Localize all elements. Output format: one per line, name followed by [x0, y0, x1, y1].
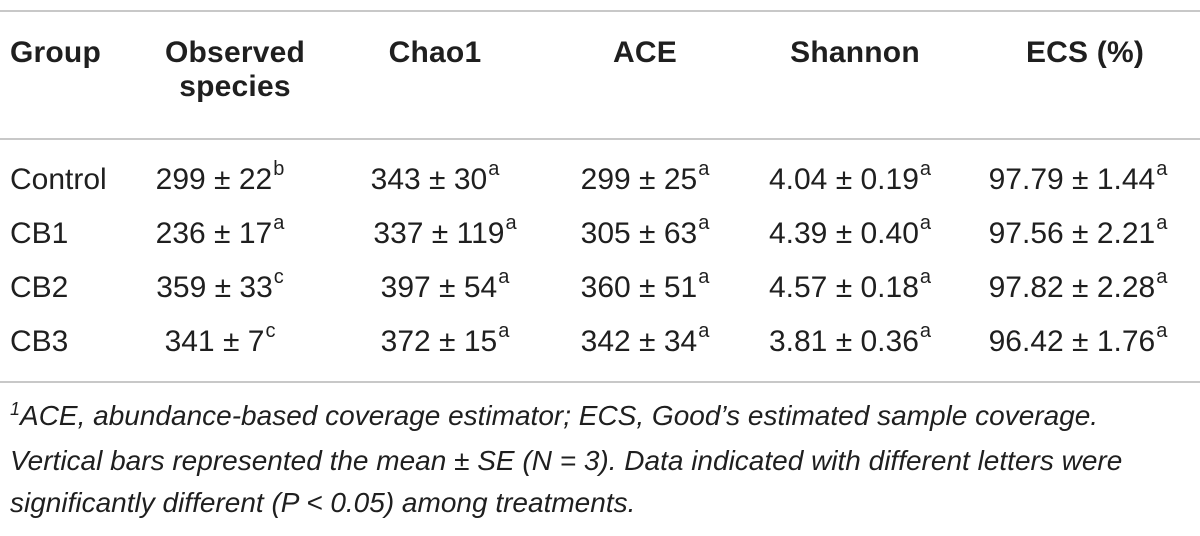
row-control-ecs: 97.79 ± 1.44a: [988, 158, 1168, 196]
table-top-rule: [0, 10, 1200, 12]
row-cb1-chao1: 337 ± 119a: [373, 212, 517, 250]
row-cb3-chao1: 372 ± 15a: [380, 320, 510, 358]
row-cb2-chao1: 397 ± 54a: [380, 266, 510, 304]
row-control-shannon: 4.04 ± 0.19a: [768, 158, 932, 196]
footnote-text: ACE, abundance-based coverage estimator;…: [10, 400, 1123, 518]
row-cb1-observed: 236 ± 17a: [155, 212, 285, 250]
row-cb1-shannon: 4.39 ± 0.40a: [768, 212, 932, 250]
header-ecs: ECS (%): [1025, 36, 1145, 69]
header-observed-species: Observed species: [165, 36, 305, 103]
row-control-ace: 299 ± 25a: [580, 158, 710, 196]
table-bottom-rule: [0, 381, 1200, 383]
row-cb1-group: CB1: [10, 217, 69, 250]
row-cb1-ecs: 97.56 ± 2.21a: [988, 212, 1168, 250]
row-cb3-group: CB3: [10, 325, 69, 358]
header-shannon: Shannon: [790, 36, 920, 69]
footnote-marker: 1: [10, 399, 21, 419]
row-control-chao1: 343 ± 30a: [370, 158, 500, 196]
row-cb3-ecs: 96.42 ± 1.76a: [988, 320, 1168, 358]
table-header-rule: [0, 138, 1200, 140]
table-footnote: 1ACE, abundance-based coverage estimator…: [10, 395, 1190, 524]
header-group: Group: [10, 36, 101, 69]
row-cb1-ace: 305 ± 63a: [580, 212, 710, 250]
row-control-group: Control: [10, 163, 107, 196]
header-ace: ACE: [613, 36, 677, 69]
row-cb2-group: CB2: [10, 271, 69, 304]
row-cb3-shannon: 3.81 ± 0.36a: [768, 320, 932, 358]
header-chao1: Chao1: [388, 36, 482, 69]
row-cb3-ace: 342 ± 34a: [580, 320, 710, 358]
row-cb2-shannon: 4.57 ± 0.18a: [768, 266, 932, 304]
row-cb2-ace: 360 ± 51a: [580, 266, 710, 304]
row-cb2-observed: 359 ± 33c: [156, 266, 284, 304]
row-cb2-ecs: 97.82 ± 2.28a: [988, 266, 1168, 304]
row-control-observed: 299 ± 22b: [155, 158, 285, 196]
row-cb3-observed: 341 ± 7c: [164, 320, 276, 358]
